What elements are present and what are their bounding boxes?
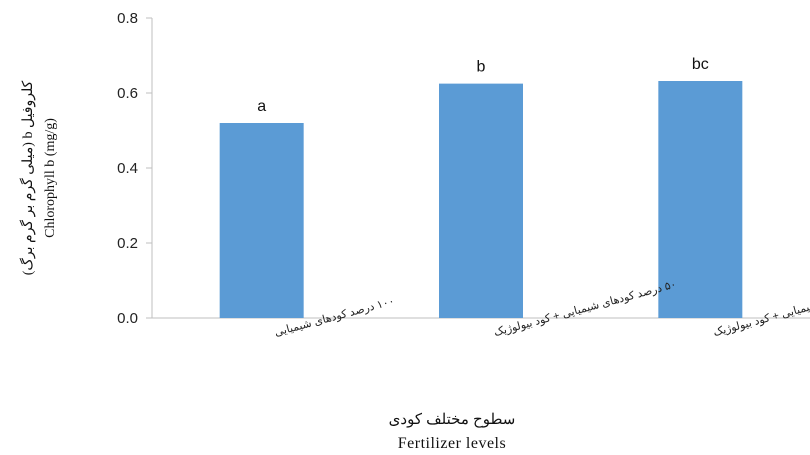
bar <box>658 81 743 318</box>
data-label: bc <box>692 56 709 73</box>
y-tick-label: 0.6 <box>117 85 138 102</box>
y-tick-label: 0.4 <box>117 160 138 177</box>
y-tick-label: 0.0 <box>117 310 138 327</box>
x-axis-label-fa: سطوح مختلف کودی <box>389 411 516 428</box>
data-labels: a b bc <box>257 56 709 115</box>
x-axis-label-en: Fertilizer levels <box>398 435 506 452</box>
bar <box>219 123 304 318</box>
y-ticks: 0.0 0.2 0.4 0.6 0.8 <box>117 10 152 327</box>
data-label: b <box>477 59 486 76</box>
data-label: a <box>257 98 266 115</box>
y-tick-label: 0.8 <box>117 10 138 27</box>
y-axis-label-fa: کلروفیل b (میلی گرم بر گرم برگ) <box>19 80 36 275</box>
plot-area: 0.00.20.40.60.8 ab bc ۱۰۰ درصد کودهای شیم… <box>117 10 810 339</box>
bar <box>439 83 523 318</box>
y-tick-label: 0.2 <box>117 235 138 252</box>
y-axis-label-en: Chlorophyll b (mg/g) <box>43 118 58 238</box>
bars <box>219 81 743 318</box>
